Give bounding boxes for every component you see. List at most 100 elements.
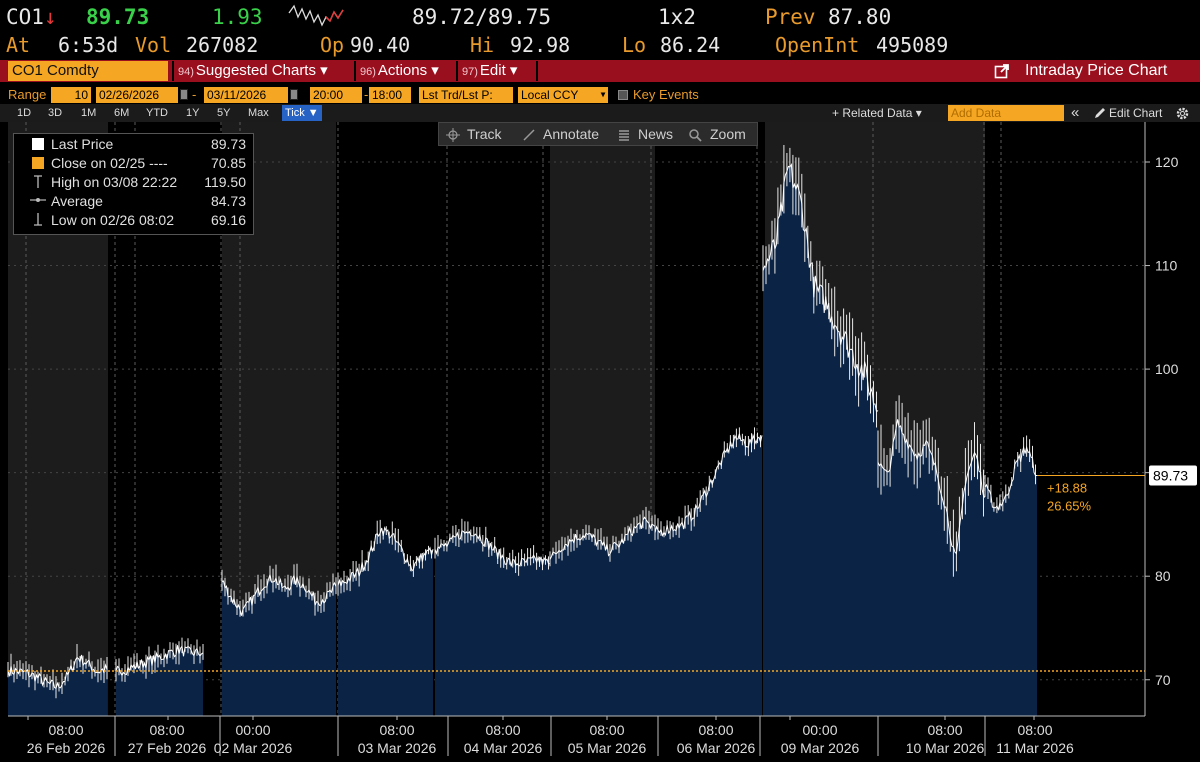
price-line (434, 530, 551, 567)
low-price: 86.24 (660, 33, 721, 57)
actions-button[interactable]: 96) Actions ▾ (360, 61, 439, 81)
end-time-field[interactable]: 18:00 (369, 87, 411, 103)
popout-icon[interactable] (994, 63, 1010, 79)
average-marker-icon (30, 198, 46, 202)
currency-select[interactable]: Local CCY (518, 87, 598, 103)
add-data-placeholder: Add Data (951, 106, 1002, 120)
chart-tools-bar (438, 122, 758, 146)
security-field[interactable]: CO1 Comdty (8, 61, 168, 81)
tab-3d[interactable]: 3D (48, 107, 63, 119)
price-line (115, 644, 204, 677)
legend-last-value: 89.73 (210, 136, 246, 152)
crosshair-icon (446, 128, 460, 142)
tab-max[interactable]: Max (248, 107, 269, 119)
edit-chart-button[interactable]: Edit Chart (1109, 106, 1163, 120)
tab-5y[interactable]: 5Y (217, 107, 231, 119)
x-time-label: 08:00 (48, 722, 83, 738)
volume: 267082 (186, 33, 259, 57)
price-area (763, 164, 878, 717)
x-time-label: 08:00 (149, 722, 184, 738)
news-button[interactable]: News (638, 126, 674, 142)
calendar-icon[interactable] (180, 89, 188, 100)
x-time-label: 08:00 (485, 722, 520, 738)
time-dash: - (364, 87, 369, 102)
key-events-checkbox[interactable] (618, 90, 628, 100)
price-area (222, 574, 336, 716)
date-dash: - (192, 87, 197, 102)
tab-1m[interactable]: 1M (81, 107, 97, 119)
price-area (338, 527, 433, 716)
end-date-field[interactable]: 03/11/2026 (204, 87, 288, 103)
track-button[interactable]: Track (467, 126, 502, 142)
last-price-tag-label: 89.73 (1153, 467, 1188, 483)
gear-icon[interactable] (1175, 106, 1190, 121)
high-price: 92.98 (510, 33, 571, 57)
zoom-icon (689, 129, 702, 142)
price-type-select[interactable]: Lst Trd/Lst P: (419, 87, 513, 103)
x-time-label: 08:00 (379, 722, 414, 738)
net-change: 1.93 (212, 5, 263, 29)
high-label: Hi (470, 33, 495, 57)
ticker: CO1 (6, 5, 44, 29)
legend-high-label: High on 03/08 22:22 (51, 174, 178, 190)
close-swatch (32, 157, 44, 169)
x-time-label: 00:00 (802, 722, 837, 738)
x-date-label: 02 Mar 2026 (214, 740, 293, 756)
collapse-icon[interactable]: « (1071, 104, 1080, 121)
prev-label: Prev (765, 5, 816, 29)
tab-6m[interactable]: 6M (114, 107, 130, 119)
open-interest-label: OpenInt (775, 33, 860, 57)
news-icon (619, 130, 629, 141)
pencil-icon[interactable] (1093, 106, 1107, 120)
x-date-label: 11 Mar 2026 (996, 740, 1074, 756)
start-date-field[interactable]: 02/26/2026 (96, 87, 178, 103)
menu-divider (354, 61, 356, 81)
price-line (762, 163, 879, 413)
tab-1d[interactable]: 1D (17, 107, 32, 119)
price-area (878, 419, 985, 716)
chart-legend (13, 133, 254, 235)
legend-low-label: Low on 02/26 08:02 (51, 212, 174, 228)
suggested-num: 94) (178, 66, 194, 78)
open-interest: 495089 (876, 33, 949, 57)
price-area (435, 530, 550, 716)
start-time-field[interactable]: 20:00 (310, 87, 362, 103)
suggested-charts-button[interactable]: 94) Suggested Charts ▾ (178, 61, 328, 81)
y-tick-label: 80 (1155, 568, 1171, 584)
last-price: 89.73 (86, 5, 150, 29)
price-area (116, 645, 203, 716)
tab-tick[interactable]: Tick ▼ (282, 105, 322, 121)
chart-title: Intraday Price Chart (1025, 62, 1168, 79)
price-chart[interactable]: 70809010011012089.73+18.8826.65%08:0026 … (0, 122, 1200, 762)
quote-size: 1x2 (658, 5, 696, 29)
price-line (221, 573, 337, 616)
x-time-label: 08:00 (1017, 722, 1052, 738)
menu-bar (0, 60, 1200, 82)
legend-close-value: 70.85 (210, 155, 246, 171)
change-abs-label: +18.88 (1047, 480, 1087, 495)
price-line (877, 419, 986, 555)
price-line (549, 516, 656, 560)
down-arrow-icon: ↓ (44, 5, 57, 29)
tab-1y[interactable]: 1Y (186, 107, 200, 119)
legend-average-value: 84.73 (210, 193, 246, 209)
add-data-field[interactable] (948, 105, 1064, 121)
last-price-swatch (32, 138, 44, 150)
related-data-button[interactable]: + Related Data ▾ (832, 106, 922, 120)
range-period-field[interactable]: 10 (51, 87, 91, 103)
edit-label: Edit ▾ (479, 62, 518, 79)
chevron-down-icon[interactable]: ▼ (598, 87, 608, 103)
zoom-button[interactable]: Zoom (710, 126, 746, 142)
edit-button[interactable]: 97) Edit ▾ (462, 61, 517, 81)
open-label: Op (320, 33, 345, 57)
price-line (654, 433, 763, 537)
annotate-button[interactable]: Annotate (543, 126, 600, 142)
high-marker-icon (34, 175, 42, 188)
x-date-label: 09 Mar 2026 (781, 740, 860, 756)
x-date-label: 27 Feb 2026 (128, 740, 207, 756)
legend-average-label: Average (51, 193, 103, 209)
price-area (8, 655, 107, 716)
calendar-icon[interactable] (290, 89, 298, 100)
tab-ytd[interactable]: YTD (146, 107, 168, 119)
y-tick-label: 100 (1155, 361, 1179, 377)
